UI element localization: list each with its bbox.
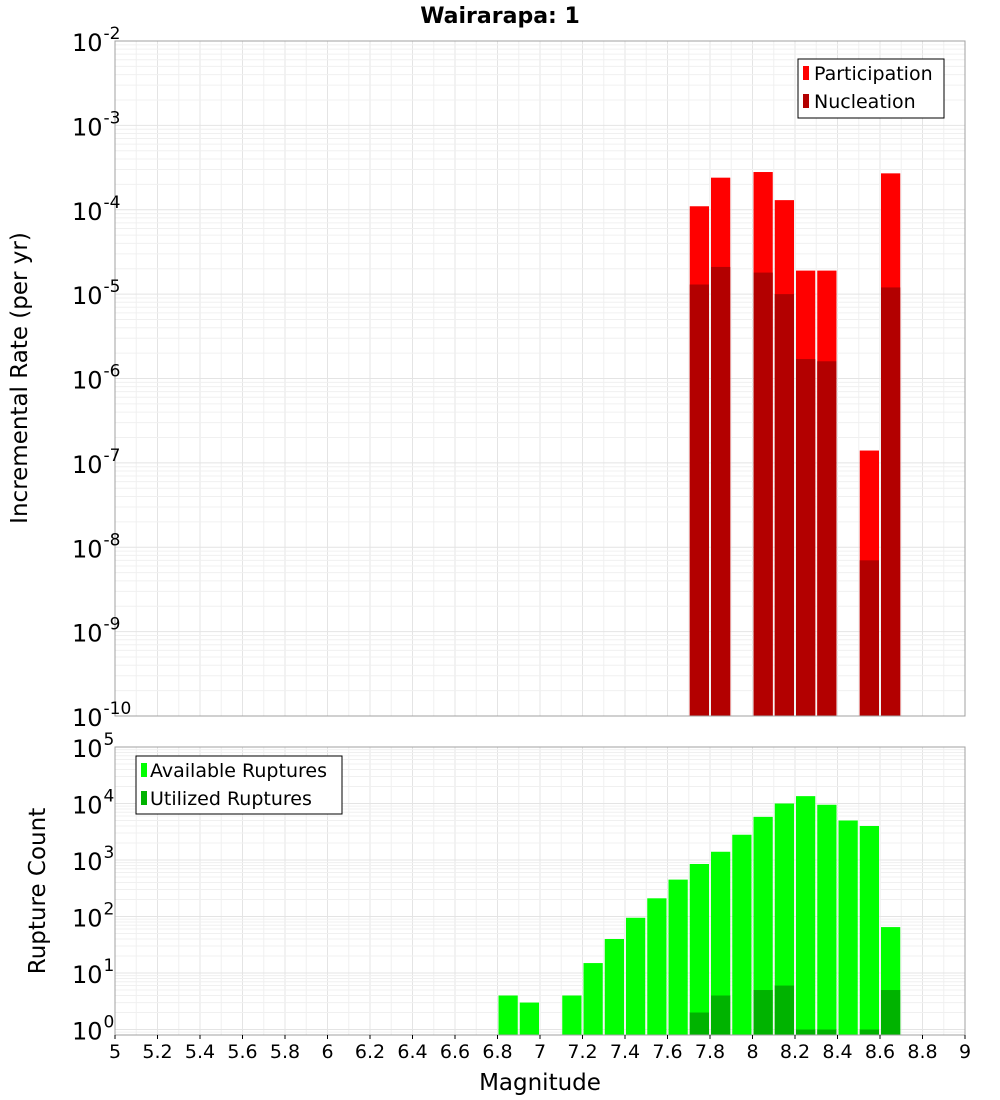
rate-y-ticks: 10-10 10-9 10-8 10-7 10-6 10-5 10-4 10-3 10-2	[72, 24, 131, 732]
rate-y-tick-label: 10-10	[72, 699, 131, 732]
rate-legend-box	[797, 58, 945, 119]
bar-utilized-ruptures	[796, 1029, 816, 1035]
rate-grid	[114, 40, 966, 717]
bar-available-ruptures	[817, 804, 837, 1035]
x-tick-label: 6.8	[482, 1041, 512, 1063]
rate-y-tick-label: 10-2	[72, 24, 121, 57]
x-ticks: 5 5.2 5.4 5.6 5.8 6 6.2 6.4 6.6 6.8 7 7.2 7.4 7.6 7.8 8…	[109, 1035, 971, 1063]
bar-available-ruptures	[774, 803, 794, 1035]
rate-legend: Participation Nucleation	[797, 58, 945, 119]
count-y-axis-label: Rupture Count	[25, 808, 51, 974]
bar-available-ruptures	[838, 820, 858, 1035]
x-tick-label: 5.4	[185, 1041, 215, 1063]
bar-utilized-ruptures	[753, 990, 773, 1035]
bar-nucleation	[881, 287, 901, 716]
count-y-tick-label: 104	[72, 787, 114, 820]
bar-available-ruptures	[604, 939, 624, 1035]
bar-utilized-ruptures	[774, 985, 794, 1035]
count-y-tick-label: 101	[72, 956, 114, 989]
count-y-tick-label: 100	[72, 1013, 114, 1046]
bar-available-ruptures	[689, 863, 709, 1035]
bar-utilized-ruptures	[881, 990, 901, 1035]
bar-utilized-ruptures	[689, 1012, 709, 1035]
bar-available-ruptures	[753, 816, 773, 1035]
rate-panel: 10-10 10-9 10-8 10-7 10-6 10-5 10-4 10-3 10-2 In…	[7, 24, 966, 732]
x-tick-label: 8.2	[780, 1041, 810, 1063]
bar-nucleation	[859, 560, 879, 716]
rate-bars	[689, 172, 901, 716]
x-tick-label: 8	[746, 1041, 758, 1063]
chart-title: Wairarapa: 1	[420, 4, 580, 29]
bar-nucleation	[774, 294, 794, 716]
bar-available-ruptures	[668, 879, 688, 1035]
x-tick-label: 7.2	[567, 1041, 597, 1063]
bar-available-ruptures	[859, 825, 879, 1035]
bar-available-ruptures	[498, 995, 518, 1035]
bar-utilized-ruptures	[817, 1029, 837, 1035]
legend-swatch-available	[141, 763, 147, 777]
count-legend: Available Ruptures Utilized Ruptures	[135, 755, 343, 815]
x-tick-label: 5.8	[270, 1041, 300, 1063]
bar-nucleation	[711, 266, 731, 716]
bar-nucleation	[817, 361, 837, 716]
bar-utilized-ruptures	[711, 995, 731, 1035]
x-tick-label: 5.2	[142, 1041, 172, 1063]
bar-available-ruptures	[796, 796, 816, 1035]
rate-y-tick-label: 10-3	[72, 108, 121, 141]
legend-swatch-nucleation	[803, 94, 809, 108]
legend-swatch-utilized	[141, 791, 147, 805]
x-tick-label: 7.4	[610, 1041, 640, 1063]
x-axis-label: Magnitude	[479, 1070, 601, 1096]
rate-y-tick-label: 10-6	[72, 362, 121, 395]
rate-y-tick-label: 10-4	[72, 193, 121, 226]
bar-available-ruptures	[711, 851, 731, 1035]
count-legend-box	[135, 755, 343, 815]
rate-y-tick-label: 10-7	[72, 446, 121, 479]
bar-available-ruptures	[732, 834, 752, 1035]
bar-available-ruptures	[562, 995, 582, 1035]
bar-available-ruptures	[647, 898, 667, 1035]
bar-available-ruptures	[583, 963, 603, 1035]
count-y-tick-label: 105	[72, 730, 114, 763]
count-panel: 100 101 102 103 104 105 5 5.2 5.4 5.6 5.8 6 6.2 6.4 6…	[25, 730, 971, 1096]
rate-y-axis-label: Incremental Rate (per yr)	[7, 232, 33, 524]
rate-plot-frame	[114, 40, 966, 717]
x-tick-label: 6.2	[355, 1041, 385, 1063]
count-bars	[498, 796, 901, 1035]
x-tick-label: 8.6	[865, 1041, 895, 1063]
bar-nucleation	[689, 284, 709, 716]
count-y-ticks: 100 101 102 103 104 105	[72, 730, 114, 1046]
x-tick-label: 7.6	[652, 1041, 682, 1063]
legend-label-available: Available Ruptures	[150, 760, 327, 782]
x-tick-label: 7	[534, 1041, 546, 1063]
x-tick-label: 9	[959, 1041, 971, 1063]
legend-swatch-participation	[803, 66, 809, 80]
count-y-tick-label: 103	[72, 843, 114, 876]
legend-label-nucleation: Nucleation	[814, 91, 916, 113]
legend-label-participation: Participation	[814, 63, 933, 85]
bar-available-ruptures	[626, 917, 646, 1035]
x-tick-label: 7.8	[695, 1041, 725, 1063]
rate-y-tick-label: 10-9	[72, 615, 121, 648]
rate-y-tick-label: 10-8	[72, 530, 121, 563]
count-y-tick-label: 102	[72, 900, 114, 933]
bar-nucleation	[796, 359, 816, 716]
bar-utilized-ruptures	[859, 1029, 879, 1035]
bar-available-ruptures	[519, 1002, 539, 1035]
x-tick-label: 8.8	[907, 1041, 937, 1063]
x-tick-label: 6.6	[440, 1041, 470, 1063]
x-tick-label: 5	[109, 1041, 121, 1063]
x-tick-label: 5.6	[227, 1041, 257, 1063]
rate-y-tick-label: 10-5	[72, 277, 121, 310]
x-tick-label: 8.4	[822, 1041, 852, 1063]
bar-nucleation	[753, 272, 773, 716]
x-tick-label: 6.4	[397, 1041, 427, 1063]
x-tick-label: 6	[321, 1041, 333, 1063]
legend-label-utilized: Utilized Ruptures	[150, 788, 312, 810]
